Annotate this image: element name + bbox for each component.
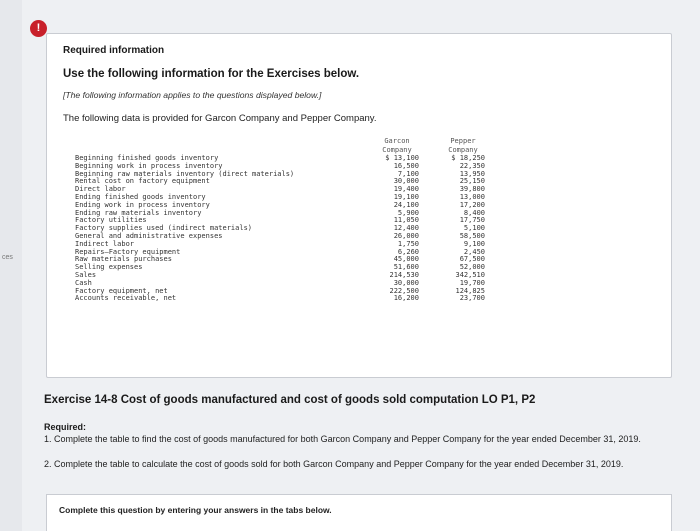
table-row: Rental cost on factory equipment 30,000 25… [75, 178, 485, 186]
garcon-value: 12,400 [393, 224, 419, 233]
pepper-value: 5,100 [463, 224, 485, 233]
pepper-value: $ 18,250 [451, 154, 485, 162]
row-label: Factory utilities [75, 216, 147, 225]
pepper-value: 2,450 [463, 247, 485, 256]
row-label: Repairs—Factory equipment [75, 247, 181, 256]
row-label: General and administrative expenses [75, 231, 223, 240]
row-label: Raw materials purchases [75, 255, 172, 264]
table-body: Beginning finished goods inventory $ 13,1… [75, 154, 485, 303]
garcon-value: 30,000 [393, 278, 419, 287]
row-label: Ending work in process inventory [75, 200, 210, 209]
table-row: Beginning finished goods inventory $ 13,1… [75, 154, 485, 163]
left-sidebar-strip [0, 0, 22, 531]
table-row: Factory supplies used (indirect material… [75, 224, 485, 233]
garcon-value: 1,750 [397, 239, 419, 248]
panel-title: Required information [63, 45, 165, 56]
required-item-1: 1. Complete the table to find the cost o… [44, 434, 641, 444]
garcon-value: 214,530 [389, 270, 419, 279]
garcon-value: 11,050 [393, 216, 419, 225]
row-label: Selling expenses [75, 263, 143, 272]
table-row: General and administrative expenses 26,00… [75, 231, 485, 241]
row-label: Accounts receivable, net [75, 294, 177, 303]
table-row: Raw materials purchases 45,000 67,500 [75, 256, 485, 264]
row-label: Beginning finished goods inventory [75, 154, 219, 162]
table-row: Indirect labor 1,750 9,100 [75, 239, 485, 249]
pepper-value: 39,800 [459, 185, 485, 194]
table-row: Direct labor 19,400 39,800 [75, 185, 485, 194]
panel-intro: The following data is provided for Garco… [63, 113, 377, 124]
garcon-value: 19,100 [393, 192, 419, 201]
pepper-value: 19,700 [459, 278, 485, 287]
required-label: Required: [44, 422, 87, 432]
garcon-header-line1: Garcon [384, 137, 410, 145]
table-row: Factory utilities 11,050 17,750 [75, 217, 485, 225]
pepper-value: 17,200 [459, 200, 485, 209]
table-row: Beginning work in process inventory 16,50… [75, 161, 485, 171]
exercise-title: Exercise 14-8 Cost of goods manufactured… [44, 394, 536, 406]
pepper-header-line2: Company [448, 146, 478, 154]
alert-icon: ! [30, 20, 47, 37]
row-label: Sales [75, 270, 97, 279]
row-label: Beginning raw materials inventory (direc… [75, 169, 295, 178]
garcon-value: 5,900 [397, 208, 419, 217]
pepper-value: 52,000 [459, 263, 485, 272]
panel-heading: Use the following information for the Ex… [63, 68, 360, 80]
garcon-value: 51,600 [393, 263, 419, 272]
garcon-value: 16,500 [393, 161, 419, 170]
garcon-value: 45,000 [393, 255, 419, 264]
sidebar-fragment-text: ces [2, 254, 13, 261]
garcon-value: $ 13,100 [385, 154, 419, 162]
garcon-value: 30,000 [393, 177, 419, 186]
garcon-value: 222,500 [389, 286, 419, 295]
table-row: Ending work in process inventory 24,100 17… [75, 200, 485, 210]
garcon-value: 24,100 [393, 200, 419, 209]
pepper-value: 58,500 [459, 231, 485, 240]
panel-note: [The following information applies to th… [63, 90, 322, 100]
table-row: Ending raw materials inventory 5,900 8,400 [75, 208, 485, 218]
pepper-header-line1: Pepper [450, 137, 476, 145]
garcon-value: 26,000 [393, 231, 419, 240]
pepper-value: 22,350 [459, 161, 485, 170]
pepper-value: 67,500 [459, 255, 485, 264]
table-row: Accounts receivable, net 16,200 23,700 [75, 295, 485, 303]
table-row: Ending finished goods inventory 19,100 13,… [75, 192, 485, 202]
row-label: Beginning work in process inventory [75, 161, 223, 170]
answer-instruction: Complete this question by entering your … [59, 505, 332, 515]
pepper-value: 124,825 [455, 286, 485, 295]
row-label: Cash [75, 278, 92, 287]
pepper-value: 8,400 [463, 208, 485, 217]
garcon-header-line2: Company [382, 146, 412, 154]
required-information-panel: Required information Use the following i… [46, 33, 672, 378]
pepper-value: 9,100 [463, 239, 485, 248]
garcon-value: 19,400 [393, 185, 419, 194]
row-label: Ending raw materials inventory [75, 208, 202, 217]
pepper-value: 13,950 [459, 169, 485, 178]
table-row: Beginning raw materials inventory (direc… [75, 169, 485, 179]
table-row: Cash 30,000 19,700 [75, 278, 485, 288]
table-row: Repairs—Factory equipment 6,260 2,450 [75, 247, 485, 257]
row-label: Rental cost on factory equipment [75, 177, 210, 186]
table-row: Selling expenses 51,600 52,000 [75, 263, 485, 272]
pepper-value: 23,700 [459, 294, 485, 303]
pepper-value: 342,510 [455, 270, 485, 279]
company-data-table: Garcon Pepper Company Company Beginning … [75, 137, 485, 303]
table-row: Sales 214,530 342,510 [75, 270, 485, 280]
garcon-value: 7,100 [397, 169, 419, 178]
garcon-value: 6,260 [397, 247, 419, 256]
row-label: Indirect labor [75, 239, 135, 248]
required-item-2: 2. Complete the table to calculate the c… [44, 459, 624, 469]
row-label: Direct labor [75, 185, 126, 194]
row-label: Ending finished goods inventory [75, 192, 206, 201]
answer-tabs-panel: Complete this question by entering your … [46, 494, 672, 531]
garcon-value: 16,200 [393, 294, 419, 303]
pepper-value: 13,000 [459, 192, 485, 201]
row-label: Factory supplies used (indirect material… [75, 224, 253, 233]
table-row: Factory equipment, net 222,500 124,825 [75, 286, 485, 296]
row-label: Factory equipment, net [75, 286, 168, 295]
pepper-value: 25,150 [459, 177, 485, 186]
pepper-value: 17,750 [459, 216, 485, 225]
